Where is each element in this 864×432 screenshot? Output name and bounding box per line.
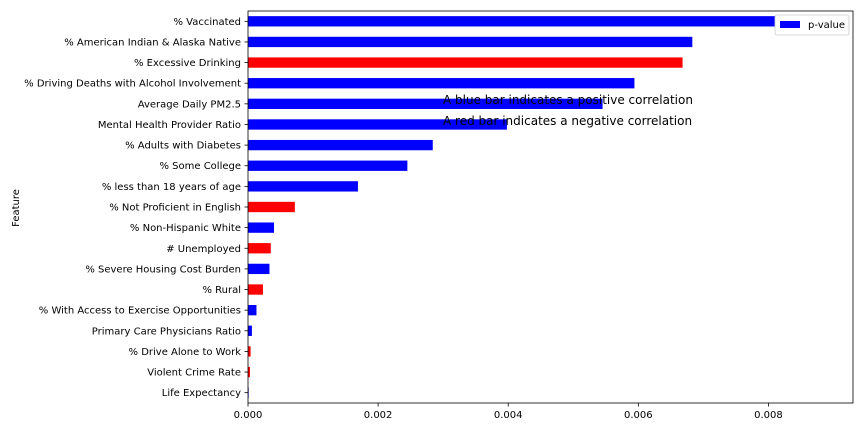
bar [248,201,295,213]
y-tick-label: % Adults with Diabetes [125,141,241,152]
y-tick-label: Primary Care Physicians Ratio [92,326,241,337]
bar [248,243,271,254]
x-tick-label: 0.008 [754,410,783,421]
y-tick-label: Mental Health Provider Ratio [98,120,241,131]
y-tick-label: % Rural [202,285,241,296]
bar [248,16,824,27]
bar [248,305,257,316]
legend-swatch [780,21,800,28]
x-tick-label: 0.004 [494,410,523,421]
legend-frame [774,14,850,36]
annotation-negative: A red bar indicates a negative correlati… [443,114,692,128]
plot-frame [247,10,854,404]
y-tick-label: # Unemployed [166,244,241,255]
x-tick-label: 0.000 [234,410,263,421]
y-tick-label: Violent Crime Rate [147,368,241,379]
y-tick-label: Average Daily PM2.5 [138,99,241,110]
y-axis-title: Feature [11,189,22,227]
bar [248,222,275,233]
bar [248,160,408,171]
annotation-positive: A blue bar indicates a positive correlat… [443,93,693,107]
y-tick-label: % Not Proficient in English [109,203,241,214]
bar [248,119,507,130]
bar [248,36,693,48]
bar [248,284,263,295]
legend: p-value [774,14,850,36]
y-tick-label: % Excessive Drinking [134,58,241,69]
y-tick-label: % American Indian & Alaska Native [64,37,241,48]
y-tick-label: Life Expectancy [162,388,241,399]
bar [248,263,270,275]
bar [248,57,683,68]
bar [248,78,635,89]
bar [248,139,433,151]
y-tick-label: % Severe Housing Cost Burden [85,264,241,275]
bar [248,366,250,378]
bar [248,181,358,192]
y-tick-label: % less than 18 years of age [102,182,241,193]
y-tick-labels: Life Expectancy Violent Crime Rate % Drive… [24,17,248,399]
y-tick-label: % Some College [159,161,241,172]
x-ticks: 0.000 0.002 0.004 0.006 0.008 [234,403,783,421]
legend-label: p-value [808,20,845,31]
x-tick-label: 0.006 [624,410,653,421]
bar [248,346,251,357]
bars-group [248,16,824,398]
y-tick-label: % Vaccinated [173,17,241,28]
bar [248,325,252,336]
y-tick-label: % Drive Alone to Work [129,347,242,358]
y-tick-label: % Driving Deaths with Alcohol Involvemen… [24,79,241,90]
x-tick-label: 0.002 [364,410,393,421]
y-tick-label: % Non-Hispanic White [130,223,241,234]
bar [248,98,603,109]
y-tick-label: % With Access to Exercise Opportunities [39,306,241,317]
